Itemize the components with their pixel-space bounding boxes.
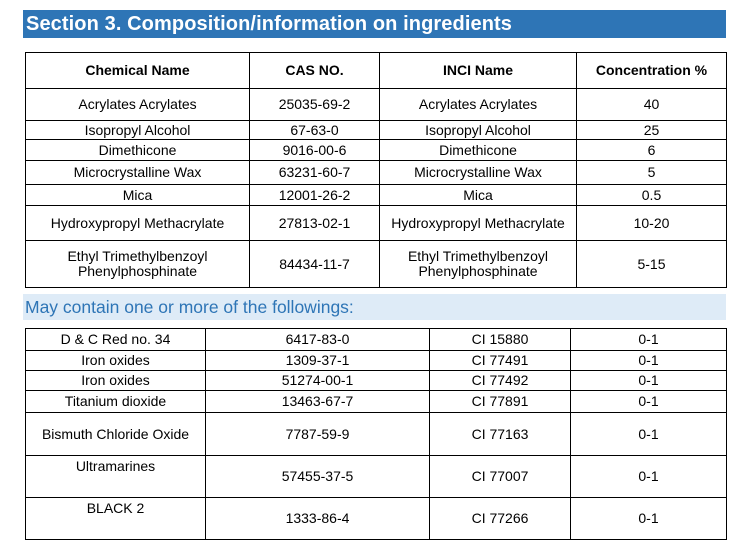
inci-cell: Acrylates Acrylates	[379, 88, 577, 121]
table-row: Iron oxides 51274-00-1 CI 77492 0-1	[25, 370, 727, 391]
cas-cell: 27813-02-1	[249, 205, 380, 241]
header-concentration: Concentration %	[576, 52, 727, 89]
cas-cell: 13463-67-7	[205, 390, 430, 413]
inci-cell: Microcrystalline Wax	[379, 160, 577, 185]
table-header-row: Chemical Name CAS NO. INCI Name Concentr…	[25, 52, 727, 89]
cas-cell: 12001-26-2	[249, 184, 380, 206]
cas-cell: 84434-11-7	[249, 240, 380, 288]
inci-cell: CI 15880	[429, 328, 571, 351]
inci-cell: CI 77491	[429, 350, 571, 371]
concentration-cell: 0-1	[570, 390, 727, 413]
chemical-name-cell: Dimethicone	[25, 139, 250, 161]
table-row: Microcrystalline Wax 63231-60-7 Microcry…	[25, 160, 727, 185]
concentration-cell: 10-20	[576, 205, 727, 241]
chemical-name-cell: Acrylates Acrylates	[25, 88, 250, 121]
header-inci-name: INCI Name	[379, 52, 577, 89]
cas-cell: 51274-00-1	[205, 370, 430, 391]
chemical-name-cell: Isopropyl Alcohol	[25, 120, 250, 140]
concentration-cell: 0-1	[570, 370, 727, 391]
chemical-name-cell: Ethyl Trimethylbenzoyl Phenylphosphinate	[25, 240, 250, 288]
inci-cell: CI 77492	[429, 370, 571, 391]
concentration-cell: 0-1	[570, 328, 727, 351]
cas-cell: 7787-59-9	[205, 412, 430, 456]
concentration-cell: 0-1	[570, 455, 727, 498]
table-row: Iron oxides 1309-37-1 CI 77491 0-1	[25, 350, 727, 371]
inci-cell: Ethyl Trimethylbenzoyl Phenylphosphinate	[379, 240, 577, 288]
table-row: Titanium dioxide 13463-67-7 CI 77891 0-1	[25, 390, 727, 413]
cas-cell: 6417-83-0	[205, 328, 430, 351]
composition-table: Chemical Name CAS NO. INCI Name Concentr…	[25, 52, 727, 288]
concentration-cell: 40	[576, 88, 727, 121]
table-row: Hydroxypropyl Methacrylate 27813-02-1 Hy…	[25, 205, 727, 241]
chemical-name-cell: Iron oxides	[25, 370, 206, 391]
table-row: Acrylates Acrylates 25035-69-2 Acrylates…	[25, 88, 727, 121]
concentration-cell: 5	[576, 160, 727, 185]
cas-cell: 67-63-0	[249, 120, 380, 140]
cas-cell: 63231-60-7	[249, 160, 380, 185]
chemical-name-cell: Titanium dioxide	[25, 390, 206, 413]
table-row: Mica 12001-26-2 Mica 0.5	[25, 184, 727, 206]
chemical-name-cell: Iron oxides	[25, 350, 206, 371]
inci-cell: CI 77266	[429, 497, 571, 540]
table-row: Ultramarines 57455-37-5 CI 77007 0-1	[25, 455, 727, 498]
concentration-cell: 0-1	[570, 412, 727, 456]
concentration-cell: 25	[576, 120, 727, 140]
concentration-cell: 0-1	[570, 497, 727, 540]
concentration-cell: 6	[576, 139, 727, 161]
header-chemical-name: Chemical Name	[25, 52, 250, 89]
table-row: Dimethicone 9016-00-6 Dimethicone 6	[25, 139, 727, 161]
table-row: D & C Red no. 34 6417-83-0 CI 15880 0-1	[25, 328, 727, 351]
colorants-table: D & C Red no. 34 6417-83-0 CI 15880 0-1 …	[25, 328, 727, 540]
inci-cell: CI 77163	[429, 412, 571, 456]
chemical-name-cell: D & C Red no. 34	[25, 328, 206, 351]
concentration-cell: 5-15	[576, 240, 727, 288]
cas-cell: 1309-37-1	[205, 350, 430, 371]
inci-cell: Hydroxypropyl Methacrylate	[379, 205, 577, 241]
chemical-name-cell: Ultramarines	[25, 455, 206, 498]
inci-cell: Mica	[379, 184, 577, 206]
chemical-name-cell: BLACK 2	[25, 497, 206, 540]
inci-cell: Isopropyl Alcohol	[379, 120, 577, 140]
chemical-name-cell: Hydroxypropyl Methacrylate	[25, 205, 250, 241]
table-row: BLACK 2 1333-86-4 CI 77266 0-1	[25, 497, 727, 540]
inci-cell: CI 77007	[429, 455, 571, 498]
concentration-cell: 0.5	[576, 184, 727, 206]
subsection-title: May contain one or more of the following…	[23, 294, 726, 320]
chemical-name-cell: Mica	[25, 184, 250, 206]
chemical-name-cell: Microcrystalline Wax	[25, 160, 250, 185]
table-row: Bismuth Chloride Oxide 7787-59-9 CI 7716…	[25, 412, 727, 456]
table-row: Isopropyl Alcohol 67-63-0 Isopropyl Alco…	[25, 120, 727, 140]
header-cas-no: CAS NO.	[249, 52, 380, 89]
cas-cell: 1333-86-4	[205, 497, 430, 540]
chemical-name-cell: Bismuth Chloride Oxide	[25, 412, 206, 456]
cas-cell: 9016-00-6	[249, 139, 380, 161]
inci-cell: Dimethicone	[379, 139, 577, 161]
table-row: Ethyl Trimethylbenzoyl Phenylphosphinate…	[25, 240, 727, 288]
inci-cell: CI 77891	[429, 390, 571, 413]
concentration-cell: 0-1	[570, 350, 727, 371]
cas-cell: 25035-69-2	[249, 88, 380, 121]
section-title: Section 3. Composition/information on in…	[23, 10, 726, 38]
cas-cell: 57455-37-5	[205, 455, 430, 498]
